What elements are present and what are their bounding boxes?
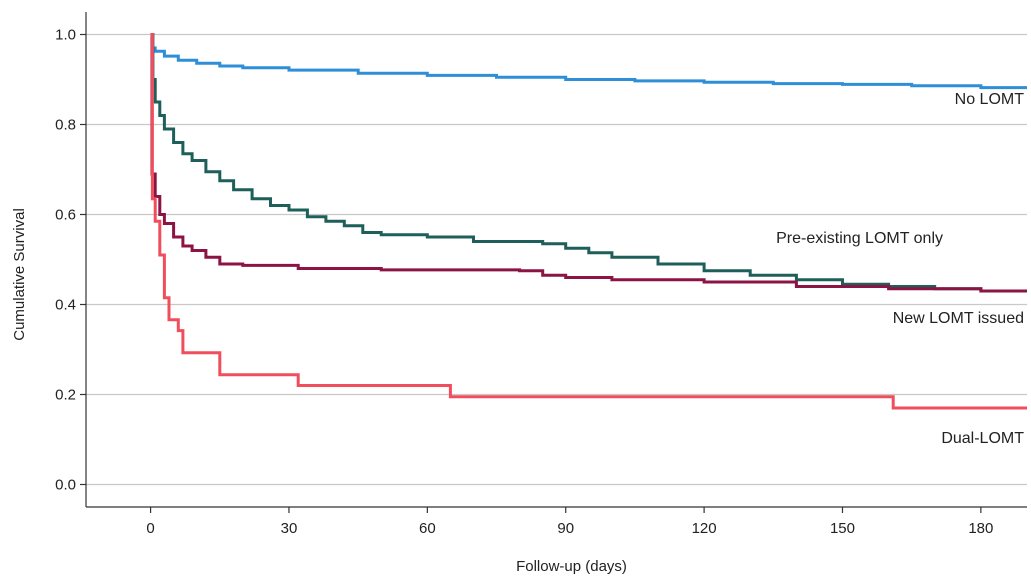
series-label-3: Dual-LOMT [941,430,1024,447]
series-label-1: Pre-existing LOMT only [776,230,943,247]
series-label-0: No LOMT [955,91,1025,108]
y-tick-label-3: 0.6 [55,207,76,224]
series-line-0 [150,33,1027,90]
tick-labels: 0.0 0.2 0.4 0.6 0.8 1.0 0 30 60 90 120 150 180 [55,27,993,538]
x-tick-label-4: 120 [692,520,717,537]
y-tick-label-5: 1.0 [55,27,76,44]
x-tick-label-1: 30 [281,520,298,537]
x-axis-title: Follow-up (days) [516,558,627,575]
series-labels: No LOMT Pre-existing LOMT only New LOMT is… [776,91,1024,447]
series-line-1 [150,33,1027,293]
series-line-3 [150,33,1027,410]
y-tick-label-4: 0.8 [55,117,76,134]
x-tick-label-5: 150 [830,520,855,537]
series-label-2: New LOMT issued [893,310,1024,327]
x-tick-label-6: 180 [968,520,993,537]
gridlines [86,33,1027,486]
x-tick-label-0: 0 [146,520,154,537]
x-tick-label-3: 90 [557,520,574,537]
x-tick-label-2: 60 [419,520,436,537]
y-tick-label-1: 0.2 [55,387,76,404]
axes [80,12,1027,513]
y-tick-label-2: 0.4 [55,297,76,314]
series-line-2 [150,33,1027,293]
y-axis-title: Cumulative Survival [11,208,28,341]
y-tick-label-0: 0.0 [55,477,76,494]
series-lines [150,33,1027,410]
